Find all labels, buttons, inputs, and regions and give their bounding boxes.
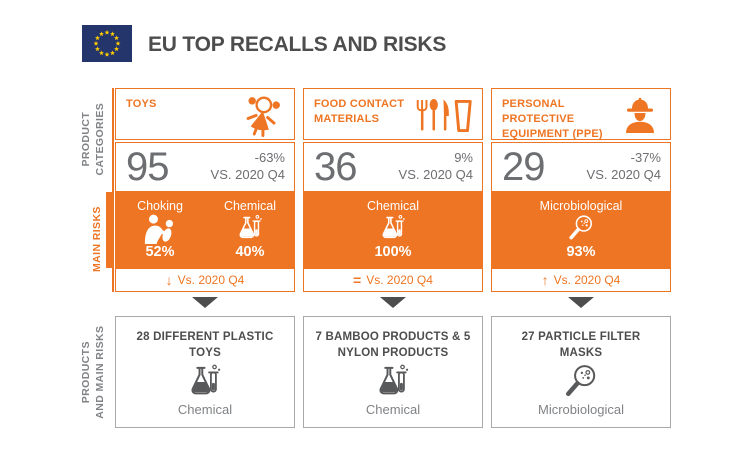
change-vs-previous: 9% VS. 2020 Q4 — [398, 150, 473, 182]
section-connector-arrow-icon — [380, 297, 406, 308]
category-count-box: 29 -37% VS. 2020 Q4 — [491, 142, 671, 192]
trend-strip: = Vs. 2020 Q4 — [303, 268, 483, 292]
main-risks-box: Microbiological 93% — [491, 192, 671, 268]
change-vs-previous: -37% VS. 2020 Q4 — [586, 150, 661, 182]
category-column-food-contact-materials: FOOD CONTACT MATERIALS 36 9% VS. 2020 Q4 — [303, 88, 483, 428]
section-connector-arrow-icon — [192, 297, 218, 308]
chemical-flask-icon — [382, 215, 405, 239]
main-risks-box: Chemical 100% — [303, 192, 483, 268]
doll-icon — [246, 96, 280, 137]
rail-rule — [112, 88, 114, 292]
rail-label-products-and-main-risks: PRODUCTS AND MAIN RISKS — [79, 325, 106, 419]
trend-up-arrow-icon: ↑ — [541, 272, 549, 288]
recall-count: 29 — [502, 145, 545, 189]
trend-strip: ↑ Vs. 2020 Q4 — [491, 268, 671, 292]
trend-down-arrow-icon: ↓ — [165, 272, 173, 288]
trend-strip: ↓ Vs. 2020 Q4 — [115, 268, 295, 292]
chemical-flask-icon — [239, 215, 262, 239]
category-title: FOOD CONTACT MATERIALS — [314, 98, 405, 125]
category-header-fcm: FOOD CONTACT MATERIALS — [303, 88, 483, 140]
category-column-toys: TOYS 95 -63% VS. 2020 Q4 — [115, 88, 295, 428]
main-risks-box: Choking 52% Chemical — [115, 192, 295, 268]
recall-count: 36 — [314, 145, 357, 189]
category-count-box: 95 -63% VS. 2020 Q4 — [115, 142, 295, 192]
category-header-toys: TOYS — [115, 88, 295, 140]
products-card-toys: 28 DIFFERENT PLASTIC TOYS Chemical — [115, 316, 295, 428]
trend-equal-icon: = — [353, 272, 362, 288]
category-column-ppe: PERSONAL PROTECTIVE EQUIPMENT (PPE) 29 -… — [491, 88, 671, 428]
rail-label-product-categories: PRODUCT CATEGORIES — [79, 102, 106, 176]
products-card-ppe: 27 PARTICLE FILTER MASKS Microbiological — [491, 316, 671, 428]
chemical-flask-icon — [379, 364, 409, 394]
microbe-magnifier-icon — [569, 215, 592, 240]
products-card-fcm: 7 BAMBOO PRODUCTS & 5 NYLON PRODUCTS Che… — [303, 316, 483, 428]
category-header-ppe: PERSONAL PROTECTIVE EQUIPMENT (PPE) — [491, 88, 671, 140]
worker-icon — [626, 97, 654, 133]
rail-label-main-risks: MAIN RISKS — [90, 206, 103, 273]
category-title: PERSONAL PROTECTIVE EQUIPMENT (PPE) — [502, 98, 603, 140]
risk-microbiological: Microbiological 93% — [539, 199, 623, 260]
category-title: TOYS — [126, 98, 157, 110]
risk-choking: Choking 52% — [137, 199, 183, 260]
eu-flag-icon — [82, 25, 132, 62]
change-vs-previous: -63% VS. 2020 Q4 — [210, 150, 285, 182]
section-connector-arrow-icon — [568, 297, 594, 308]
category-count-box: 36 9% VS. 2020 Q4 — [303, 142, 483, 192]
choking-icon — [144, 214, 174, 244]
recall-count: 95 — [126, 145, 169, 189]
risk-chemical: Chemical 100% — [366, 199, 420, 260]
page-title: EU TOP RECALLS AND RISKS — [148, 33, 447, 56]
risk-chemical: Chemical 40% — [223, 199, 277, 260]
main-risks-accent-bar — [106, 192, 112, 268]
cutlery-icon — [416, 98, 472, 133]
microbe-magnifier-icon — [566, 364, 596, 396]
chemical-flask-icon — [191, 364, 221, 394]
